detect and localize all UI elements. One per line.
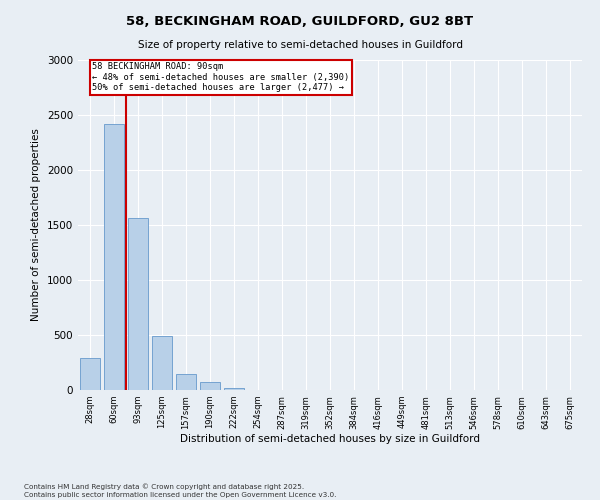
Y-axis label: Number of semi-detached properties: Number of semi-detached properties <box>31 128 41 322</box>
Bar <box>128 218 148 390</box>
Text: 58 BECKINGHAM ROAD: 90sqm
← 48% of semi-detached houses are smaller (2,390)
50% : 58 BECKINGHAM ROAD: 90sqm ← 48% of semi-… <box>92 62 350 92</box>
X-axis label: Distribution of semi-detached houses by size in Guildford: Distribution of semi-detached houses by … <box>180 434 480 444</box>
Bar <box>104 124 124 390</box>
Bar <box>224 388 244 390</box>
Text: 58, BECKINGHAM ROAD, GUILDFORD, GU2 8BT: 58, BECKINGHAM ROAD, GUILDFORD, GU2 8BT <box>127 15 473 28</box>
Bar <box>176 374 196 390</box>
Bar <box>200 382 220 390</box>
Bar <box>80 358 100 390</box>
Bar <box>152 336 172 390</box>
Text: Size of property relative to semi-detached houses in Guildford: Size of property relative to semi-detach… <box>137 40 463 50</box>
Text: Contains HM Land Registry data © Crown copyright and database right 2025.
Contai: Contains HM Land Registry data © Crown c… <box>24 484 337 498</box>
